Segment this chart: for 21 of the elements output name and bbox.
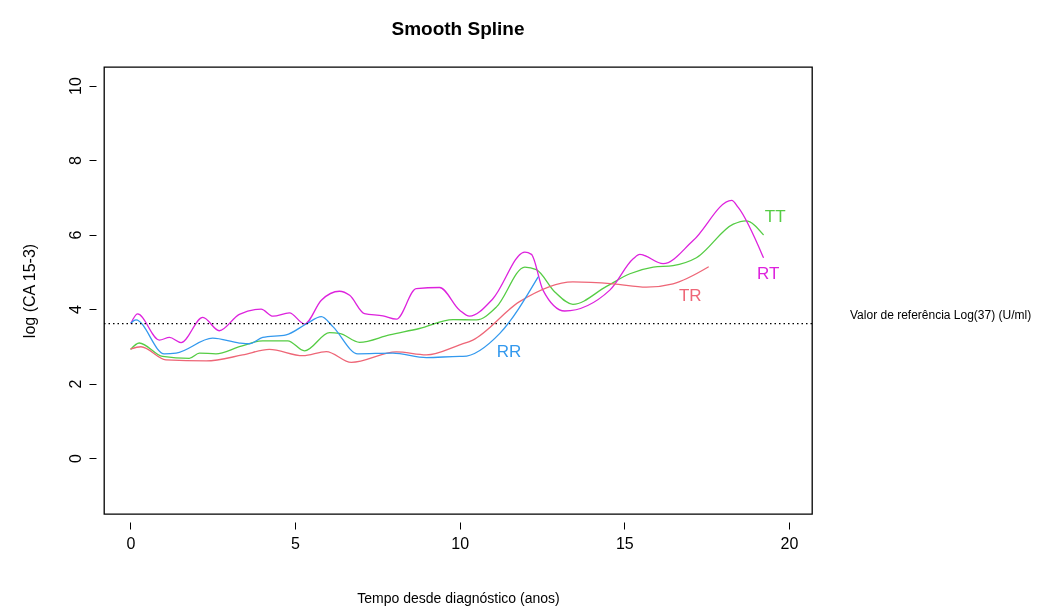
x-tick-label: 0: [126, 534, 136, 552]
x-tick-label: 20: [780, 534, 799, 552]
series-label: RT: [757, 264, 780, 284]
x-tick-label: 5: [291, 534, 301, 552]
chart-title: Smooth Spline: [391, 18, 525, 39]
y-tick-label: 2: [66, 379, 84, 389]
x-tick-label: 15: [615, 534, 634, 552]
series-label: RR: [496, 342, 522, 362]
y-tick-label: 10: [66, 77, 84, 96]
y-tick-label: 8: [66, 156, 84, 166]
series-label: TT: [764, 206, 786, 226]
y-tick-label: 0: [66, 454, 84, 464]
y-axis-title: log (CA 15-3): [20, 243, 38, 339]
ref-line-label: Valor de referência Log(37) (U/ml): [850, 307, 1032, 322]
line-series: [130, 276, 539, 359]
y-tick-label: 6: [66, 230, 84, 240]
x-tick-label: 10: [451, 534, 470, 552]
line-series: [130, 266, 709, 364]
y-tick-label: 4: [66, 305, 84, 315]
x-axis-title: Tempo desde diagnóstico (anos): [357, 589, 560, 606]
series-label: TR: [678, 286, 702, 306]
